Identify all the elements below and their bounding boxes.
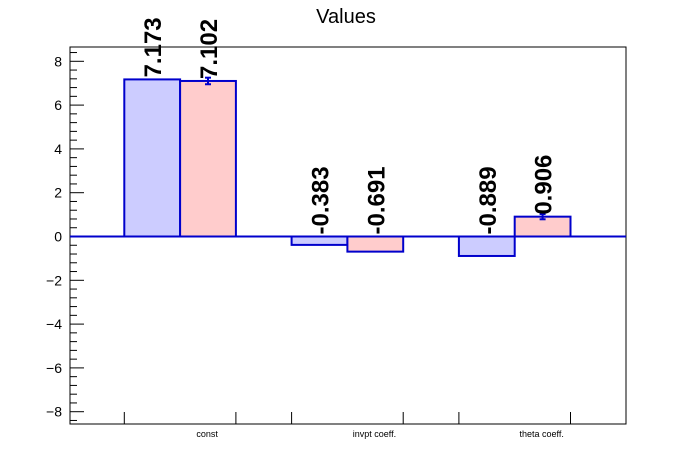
y-tick-label: −2 <box>46 272 62 288</box>
y-tick-label: −4 <box>46 316 62 332</box>
category-label: invpt coeff. <box>353 429 396 439</box>
y-tick-label: −8 <box>46 404 62 420</box>
category-label: const <box>196 429 218 439</box>
data-label: -0.383 <box>308 166 335 234</box>
bar <box>123 78 182 238</box>
y-tick-label: −6 <box>46 360 62 376</box>
bar <box>346 235 405 253</box>
y-tick-label: 6 <box>54 97 62 113</box>
bar <box>179 79 237 238</box>
data-label: 7.173 <box>140 17 167 77</box>
bar <box>290 235 349 246</box>
y-tick-label: 8 <box>54 53 62 69</box>
chart-title: Values <box>316 6 376 28</box>
data-label: 7.102 <box>196 19 223 79</box>
data-label: -0.889 <box>475 166 502 234</box>
y-tick-label: 4 <box>54 141 62 157</box>
data-label: -0.691 <box>363 166 390 234</box>
bar <box>457 235 516 257</box>
y-tick-label: 0 <box>54 229 62 245</box>
category-label: theta coeff. <box>520 429 564 439</box>
data-label: 0.906 <box>531 155 558 215</box>
y-tick-label: 2 <box>54 185 62 201</box>
bars <box>70 76 626 257</box>
data-labels: 7.173 -0.383 -0.889 7.102 -0.691 0.906 <box>140 17 557 234</box>
